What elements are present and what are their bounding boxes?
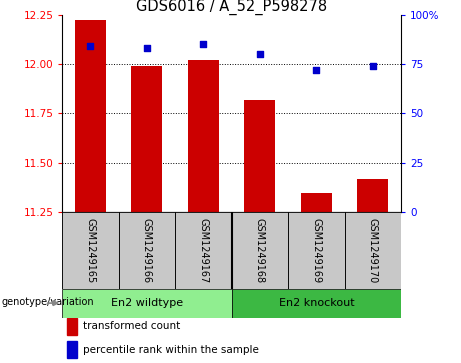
Bar bbox=[344, 212, 401, 289]
Bar bbox=[188, 60, 219, 212]
Text: En2 wildtype: En2 wildtype bbox=[111, 298, 183, 308]
Bar bbox=[62, 289, 231, 318]
Text: genotype/variation: genotype/variation bbox=[1, 297, 94, 307]
Point bbox=[87, 43, 94, 49]
Text: En2 knockout: En2 knockout bbox=[278, 298, 354, 308]
Title: GDS6016 / A_52_P598278: GDS6016 / A_52_P598278 bbox=[136, 0, 327, 15]
Text: percentile rank within the sample: percentile rank within the sample bbox=[83, 345, 259, 355]
Text: transformed count: transformed count bbox=[83, 321, 180, 331]
Point bbox=[143, 45, 151, 51]
Bar bbox=[231, 289, 401, 318]
Bar bbox=[67, 341, 77, 359]
Bar bbox=[301, 193, 332, 212]
Point bbox=[313, 67, 320, 73]
Bar bbox=[231, 212, 288, 289]
Bar bbox=[244, 99, 275, 212]
Bar bbox=[288, 212, 344, 289]
Point bbox=[256, 51, 264, 57]
Text: GSM1249168: GSM1249168 bbox=[255, 219, 265, 284]
Bar bbox=[118, 212, 175, 289]
Bar bbox=[62, 212, 118, 289]
Text: GSM1249166: GSM1249166 bbox=[142, 219, 152, 284]
Text: GSM1249169: GSM1249169 bbox=[311, 219, 321, 284]
Point bbox=[200, 41, 207, 47]
Text: GSM1249165: GSM1249165 bbox=[85, 219, 95, 284]
Bar bbox=[175, 212, 231, 289]
Text: GSM1249167: GSM1249167 bbox=[198, 219, 208, 284]
Bar bbox=[75, 20, 106, 212]
Bar bbox=[67, 318, 77, 335]
Text: GSM1249170: GSM1249170 bbox=[368, 219, 378, 284]
Bar bbox=[131, 66, 162, 212]
Bar bbox=[357, 179, 388, 212]
Point bbox=[369, 63, 377, 69]
